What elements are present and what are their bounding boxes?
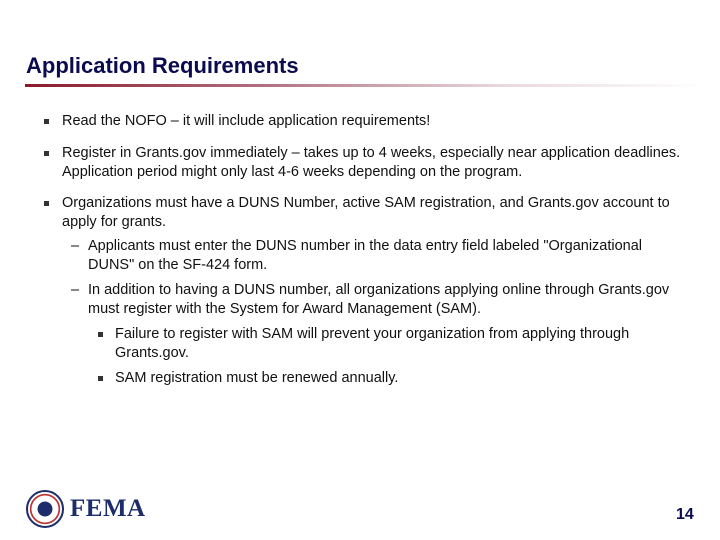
sub-bullet-text: In addition to having a DUNS number, all…: [88, 282, 670, 317]
bullet-item: Organizations must have a DUNS Number, a…: [44, 194, 702, 231]
bullet-item: Read the NOFO – it will include applicat…: [44, 112, 702, 131]
sub-bullet-text: Applicants must enter the DUNS number in…: [88, 238, 643, 273]
square-bullet-icon: [98, 376, 103, 381]
sub-bullet-item: – In addition to having a DUNS number, al…: [71, 281, 688, 318]
fema-logo: FEMA: [26, 490, 146, 528]
sub-sub-bullet-item: SAM registration must be renewed annuall…: [98, 369, 675, 388]
bullet-text: Register in Grants.gov immediately – tak…: [62, 145, 681, 180]
sub-sub-bullet-item: Failure to register with SAM will preven…: [98, 325, 675, 362]
page-number: 14: [676, 506, 694, 523]
sub-sub-bullet-text: Failure to register with SAM will preven…: [115, 326, 630, 361]
bullet-text: Organizations must have a DUNS Number, a…: [62, 195, 670, 230]
fema-wordmark: FEMA: [70, 495, 146, 522]
square-bullet-icon: [98, 332, 103, 337]
square-bullet-icon: [44, 119, 49, 124]
bullet-text: Read the NOFO – it will include applicat…: [62, 113, 431, 129]
bullet-item: Register in Grants.gov immediately – tak…: [44, 144, 702, 181]
dash-bullet-icon: –: [71, 282, 80, 298]
square-bullet-icon: [44, 151, 49, 156]
slide-title: Application Requirements: [26, 53, 299, 78]
title-divider: [25, 84, 705, 87]
dash-bullet-icon: –: [71, 238, 80, 254]
dhs-seal-icon: [26, 490, 64, 528]
sub-bullet-item: – Applicants must enter the DUNS number i…: [71, 237, 688, 274]
square-bullet-icon: [44, 201, 49, 206]
sub-sub-bullet-text: SAM registration must be renewed annuall…: [115, 370, 399, 386]
